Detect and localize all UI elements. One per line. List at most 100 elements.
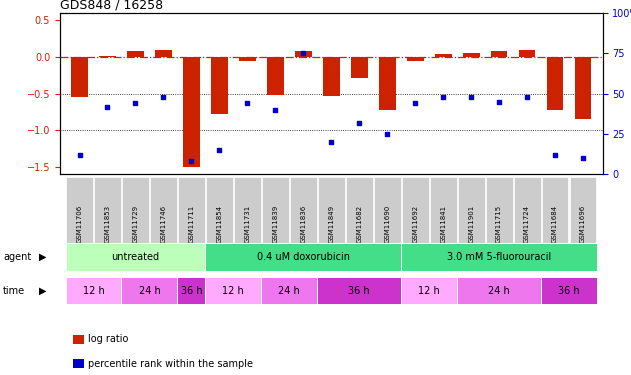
- FancyBboxPatch shape: [401, 277, 457, 304]
- FancyBboxPatch shape: [261, 277, 317, 304]
- Bar: [435, 54, 452, 57]
- Text: GSM11690: GSM11690: [384, 205, 390, 243]
- Bar: [379, 57, 396, 110]
- Point: [438, 94, 448, 100]
- Point: [578, 155, 588, 161]
- Text: untreated: untreated: [112, 252, 160, 262]
- Text: GSM11836: GSM11836: [300, 205, 306, 243]
- Text: time: time: [3, 286, 25, 296]
- Text: GSM11696: GSM11696: [580, 205, 586, 243]
- Text: GDS848 / 16258: GDS848 / 16258: [60, 0, 163, 12]
- FancyBboxPatch shape: [122, 277, 177, 304]
- FancyBboxPatch shape: [402, 177, 428, 271]
- Text: GSM11706: GSM11706: [76, 205, 83, 243]
- Text: GSM11849: GSM11849: [328, 205, 334, 243]
- FancyBboxPatch shape: [457, 277, 541, 304]
- Text: 12 h: 12 h: [223, 286, 244, 296]
- Text: ▶: ▶: [39, 286, 47, 296]
- FancyBboxPatch shape: [486, 177, 512, 271]
- FancyBboxPatch shape: [206, 177, 233, 271]
- Point: [158, 94, 168, 100]
- Bar: [546, 57, 563, 110]
- FancyBboxPatch shape: [346, 177, 373, 271]
- Text: GSM11853: GSM11853: [105, 205, 110, 243]
- FancyBboxPatch shape: [514, 177, 541, 271]
- Bar: [407, 57, 423, 61]
- Point: [131, 100, 141, 106]
- Bar: [71, 57, 88, 98]
- Text: GSM11715: GSM11715: [496, 205, 502, 243]
- Text: GSM11746: GSM11746: [160, 205, 167, 243]
- Text: 24 h: 24 h: [139, 286, 160, 296]
- Text: agent: agent: [3, 252, 32, 262]
- FancyBboxPatch shape: [457, 177, 485, 271]
- Point: [74, 152, 85, 158]
- Bar: [155, 50, 172, 57]
- Point: [102, 104, 112, 110]
- Text: GSM11854: GSM11854: [216, 205, 222, 243]
- Point: [494, 99, 504, 105]
- Point: [522, 94, 532, 100]
- Bar: [323, 57, 339, 96]
- Text: 12 h: 12 h: [83, 286, 104, 296]
- FancyBboxPatch shape: [374, 177, 401, 271]
- Text: GSM11901: GSM11901: [468, 205, 474, 243]
- Text: GSM11692: GSM11692: [412, 205, 418, 243]
- Point: [354, 120, 364, 126]
- Bar: [99, 56, 116, 57]
- Bar: [211, 57, 228, 114]
- FancyBboxPatch shape: [150, 177, 177, 271]
- FancyBboxPatch shape: [318, 177, 345, 271]
- Text: 12 h: 12 h: [418, 286, 440, 296]
- Text: 24 h: 24 h: [278, 286, 300, 296]
- Text: GSM11682: GSM11682: [357, 205, 362, 243]
- FancyBboxPatch shape: [122, 177, 149, 271]
- Text: 36 h: 36 h: [558, 286, 580, 296]
- Point: [186, 159, 196, 165]
- Text: percentile rank within the sample: percentile rank within the sample: [88, 359, 253, 369]
- FancyBboxPatch shape: [206, 243, 401, 271]
- FancyBboxPatch shape: [262, 177, 289, 271]
- Text: 36 h: 36 h: [348, 286, 370, 296]
- FancyBboxPatch shape: [234, 177, 261, 271]
- Bar: [351, 57, 368, 78]
- Point: [326, 139, 336, 145]
- Text: GSM11729: GSM11729: [133, 205, 138, 243]
- Bar: [295, 51, 312, 57]
- Bar: [183, 57, 200, 167]
- FancyBboxPatch shape: [66, 243, 206, 271]
- Bar: [575, 57, 591, 119]
- FancyBboxPatch shape: [430, 177, 457, 271]
- Point: [242, 100, 252, 106]
- FancyBboxPatch shape: [66, 277, 122, 304]
- FancyBboxPatch shape: [401, 243, 597, 271]
- FancyBboxPatch shape: [290, 177, 317, 271]
- FancyBboxPatch shape: [206, 277, 261, 304]
- Point: [298, 50, 309, 56]
- Bar: [127, 51, 144, 57]
- Point: [466, 94, 476, 100]
- Point: [550, 152, 560, 158]
- FancyBboxPatch shape: [66, 177, 93, 271]
- FancyBboxPatch shape: [541, 277, 597, 304]
- Bar: [491, 51, 507, 57]
- FancyBboxPatch shape: [541, 177, 569, 271]
- Text: 36 h: 36 h: [180, 286, 202, 296]
- Bar: [519, 50, 536, 57]
- FancyBboxPatch shape: [178, 177, 205, 271]
- Text: GSM11711: GSM11711: [189, 205, 194, 243]
- Text: GSM11839: GSM11839: [273, 205, 278, 243]
- Point: [270, 107, 280, 113]
- Bar: [267, 57, 284, 95]
- Bar: [463, 53, 480, 57]
- Text: GSM11731: GSM11731: [244, 205, 251, 243]
- FancyBboxPatch shape: [94, 177, 121, 271]
- Text: 3.0 mM 5-fluorouracil: 3.0 mM 5-fluorouracil: [447, 252, 551, 262]
- Bar: [239, 57, 256, 61]
- FancyBboxPatch shape: [570, 177, 596, 271]
- Text: 0.4 uM doxorubicin: 0.4 uM doxorubicin: [257, 252, 350, 262]
- FancyBboxPatch shape: [317, 277, 401, 304]
- Text: GSM11684: GSM11684: [552, 205, 558, 243]
- Text: ▶: ▶: [39, 252, 47, 262]
- Text: GSM11841: GSM11841: [440, 205, 446, 243]
